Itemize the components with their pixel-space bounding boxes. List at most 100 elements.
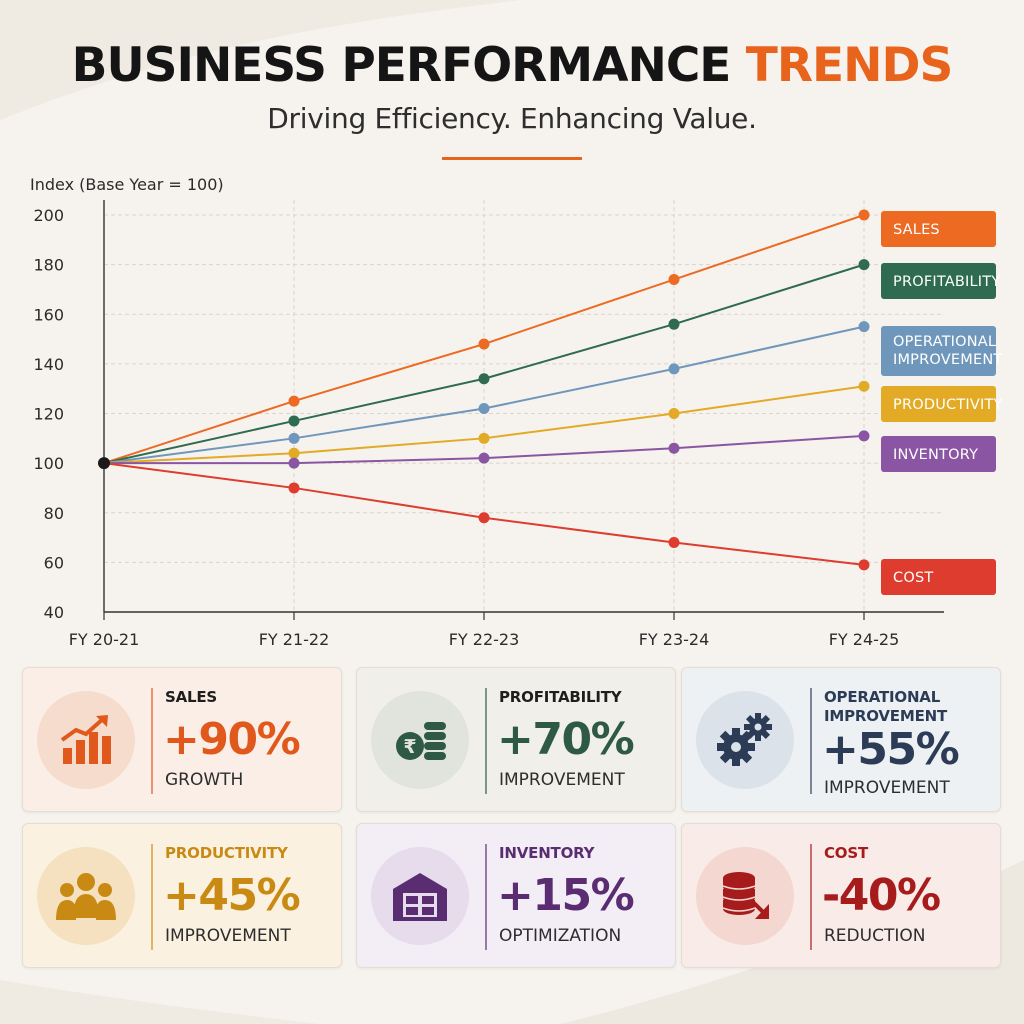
x-tick-label: FY 20-21: [69, 630, 140, 649]
legend-label: OPERATIONAL: [893, 334, 996, 350]
data-point: [668, 363, 680, 375]
y-tick-label: 60: [44, 553, 64, 572]
data-point: [668, 408, 680, 419]
legend-badge: [881, 436, 996, 472]
card-divider: [810, 688, 812, 794]
legend-badge: [881, 326, 996, 376]
data-point: [668, 442, 680, 454]
legend-label: PROFITABILITY: [893, 274, 1000, 290]
card-label: COST: [824, 844, 868, 863]
card-label: OPERATIONAL IMPROVEMENT: [824, 688, 947, 726]
card-label-line: PRODUCTIVITY: [165, 844, 288, 862]
chart-legend: SALES PROFITABILITY OPERATIONAL IMPROVEMENT…: [881, 211, 1003, 595]
chart-axes: 200 180 160 140 120 100 80 60 40 FY 20-21 FY 21-22…: [30, 175, 944, 649]
legend-label: INVENTORY: [893, 447, 978, 463]
page-title: BUSINESS PERFORMANCE TRENDS: [0, 34, 1024, 98]
card-value: +55%: [822, 724, 960, 775]
x-tick-label: FY 22-23: [449, 630, 520, 649]
base-point: [98, 457, 110, 470]
kpi-card-productivity: PRODUCTIVITY +45% IMPROVEMENT: [22, 823, 342, 968]
data-point: [478, 403, 490, 415]
card-label-line: INVENTORY: [499, 844, 595, 862]
kpi-card-inventory: INVENTORY +15% OPTIMIZATION: [356, 823, 676, 968]
card-divider: [151, 844, 153, 950]
gears-icon: [696, 691, 794, 789]
card-description: OPTIMIZATION: [499, 926, 622, 946]
y-tick-label: 160: [33, 305, 64, 324]
line-chart: 200 180 160 140 120 100 80 60 40 FY 20-21 FY 21-22…: [30, 175, 1003, 649]
y-tick-label: 80: [44, 504, 64, 523]
x-tick-label: FY 21-22: [259, 630, 330, 649]
y-axis-title: Index (Base Year = 100): [30, 175, 224, 194]
legend-badge: [881, 263, 996, 299]
growth-chart-icon: [37, 691, 135, 789]
data-point: [858, 209, 870, 221]
data-point: [668, 537, 680, 549]
data-point: [668, 318, 680, 330]
header: BUSINESS PERFORMANCE TRENDS Driving Effi…: [0, 34, 1024, 160]
rupee-coins-icon: ₹: [371, 691, 469, 789]
kpi-card-cost: COST -40% REDUCTION: [681, 823, 1001, 968]
card-value: +70%: [497, 714, 635, 765]
card-divider: [485, 688, 487, 794]
legend-badge: [881, 386, 996, 422]
card-divider: [810, 844, 812, 950]
card-description: REDUCTION: [824, 926, 926, 946]
legend-label: IMPROVEMENT: [893, 352, 1002, 368]
title-main: BUSINESS PERFORMANCE: [71, 38, 732, 93]
card-label-line: SALES: [165, 688, 218, 706]
data-point: [858, 321, 870, 333]
data-point: [288, 432, 300, 444]
coins-down-icon: [696, 847, 794, 945]
card-description: IMPROVEMENT: [499, 770, 625, 790]
card-label: SALES: [165, 688, 217, 707]
card-label-line: COST: [824, 844, 868, 862]
data-point: [288, 447, 300, 459]
data-point: [858, 559, 870, 571]
card-label: PRODUCTIVITY: [165, 844, 288, 863]
chart-grid: [104, 200, 944, 612]
x-tick-label: FY 23-24: [639, 630, 710, 649]
page-subtitle: Driving Efficiency. Enhancing Value.: [267, 102, 757, 135]
legend-label: PRODUCTIVITY: [893, 397, 1003, 413]
card-divider: [485, 844, 487, 950]
legend-item-operational-improvement: OPERATIONAL IMPROVEMENT: [881, 326, 1002, 376]
data-point: [288, 395, 300, 407]
data-point: [288, 457, 300, 469]
card-label: PROFITABILITY: [499, 688, 622, 707]
y-tick-label: 140: [33, 355, 64, 374]
y-tick-label: 200: [33, 206, 64, 225]
people-icon: [37, 847, 135, 945]
data-point: [858, 430, 870, 442]
legend-item-profitability: PROFITABILITY: [881, 263, 1000, 299]
title-underline: [442, 157, 582, 160]
kpi-card-profitability: ₹ PROFITABILITY +70% IMPROVEMENT: [356, 667, 676, 812]
title-accent: TRENDS: [745, 38, 954, 93]
kpi-cards: SALES +90% GROWTH ₹ PROFITABILITY +70% IMPROVE…: [22, 667, 1004, 968]
data-point: [288, 482, 300, 494]
svg-text:₹: ₹: [403, 736, 416, 758]
kpi-card-sales: SALES +90% GROWTH: [22, 667, 342, 812]
card-value: +45%: [163, 870, 301, 921]
legend-item-productivity: PRODUCTIVITY: [881, 386, 1003, 422]
legend-item-cost: COST: [881, 559, 996, 595]
card-description: GROWTH: [165, 770, 244, 790]
y-tick-label: 120: [33, 405, 64, 424]
card-label-line: OPERATIONAL: [824, 688, 941, 706]
data-point: [478, 512, 490, 524]
data-point: [288, 415, 300, 427]
card-description: IMPROVEMENT: [824, 778, 950, 798]
data-point: [478, 432, 490, 444]
card-value: +90%: [163, 714, 301, 765]
y-tick-label: 40: [44, 603, 64, 622]
card-label-line: IMPROVEMENT: [824, 707, 948, 725]
warehouse-icon: [371, 847, 469, 945]
y-tick-label: 100: [33, 454, 64, 473]
legend-label: SALES: [893, 222, 940, 238]
legend-badge: [881, 211, 996, 247]
card-value: +15%: [497, 870, 635, 921]
chart-series: [98, 209, 870, 571]
data-point: [478, 452, 490, 464]
legend-item-inventory: INVENTORY: [881, 436, 996, 472]
kpi-card-operational-improvement: OPERATIONAL IMPROVEMENT +55% IMPROVEMENT: [681, 667, 1001, 812]
